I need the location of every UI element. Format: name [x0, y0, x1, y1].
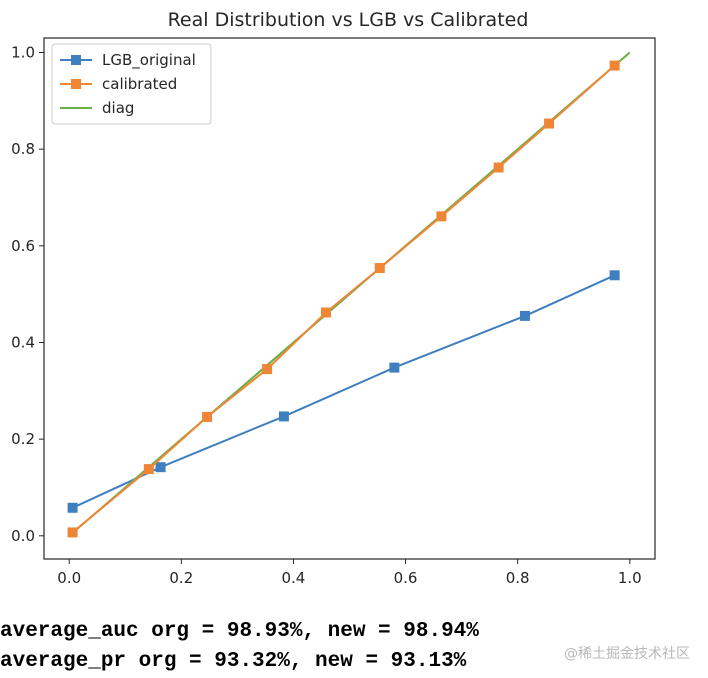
x-tick-label: 0.6: [394, 569, 418, 587]
data-point-lgb-original: [609, 270, 620, 281]
legend-label-lgb-original: LGB_original: [102, 51, 196, 70]
legend-marker-lgb-original: [71, 55, 81, 65]
legend-label-calibrated: calibrated: [102, 75, 177, 93]
data-point-lgb-original: [389, 362, 400, 373]
data-point-calibrated: [320, 307, 331, 318]
x-tick-label: 0.8: [506, 569, 530, 587]
x-tick-label: 0.4: [282, 569, 306, 587]
average-pr-output: average_pr org = 93.32%, new = 93.13%: [0, 650, 467, 673]
data-point-calibrated: [262, 364, 273, 375]
y-tick-label: 0.8: [11, 140, 35, 158]
x-tick-label: 0.0: [57, 569, 81, 587]
data-point-calibrated: [493, 162, 504, 173]
y-axis: 0.0 0.2 0.4 0.6 0.8 1.0: [11, 43, 44, 545]
data-point-lgb-original: [278, 411, 289, 422]
data-point-calibrated: [544, 118, 555, 129]
y-tick-label: 0.4: [11, 333, 35, 351]
legend-marker-calibrated: [71, 79, 81, 89]
chart: Real Distribution vs LGB vs Calibrated 0…: [11, 9, 656, 587]
plot-frame: [43, 37, 656, 560]
series-line-calibrated: [71, 64, 616, 534]
data-point-lgb-original: [67, 502, 78, 513]
data-point-calibrated: [374, 263, 385, 274]
watermark: @稀土掘金技术社区: [564, 646, 690, 662]
average-auc-output: average_auc org = 98.93%, new = 98.94%: [0, 620, 479, 643]
legend-box: [51, 43, 212, 125]
x-tick-label: 1.0: [618, 569, 642, 587]
x-axis: 0.0 0.2 0.4 0.6 0.8 1.0: [57, 559, 642, 587]
legend-label-diag: diag: [102, 99, 134, 117]
chart-title: Real Distribution vs LGB vs Calibrated: [168, 9, 529, 31]
data-point-calibrated: [436, 211, 447, 222]
plot-area: [67, 51, 631, 538]
legend: LGB_original calibrated diag: [51, 43, 212, 125]
y-tick-label: 0.2: [11, 430, 35, 448]
data-point-calibrated: [143, 464, 154, 475]
data-point-calibrated: [67, 527, 78, 538]
y-tick-label: 0.0: [11, 527, 35, 545]
series-line-lgb-original: [72, 274, 616, 509]
data-point-lgb-original: [155, 462, 166, 473]
x-tick-label: 0.2: [169, 569, 193, 587]
data-point-lgb-original: [519, 310, 530, 321]
y-tick-label: 0.6: [11, 237, 35, 255]
data-point-calibrated: [202, 411, 213, 422]
data-point-calibrated: [609, 60, 620, 71]
y-tick-label: 1.0: [11, 43, 35, 61]
